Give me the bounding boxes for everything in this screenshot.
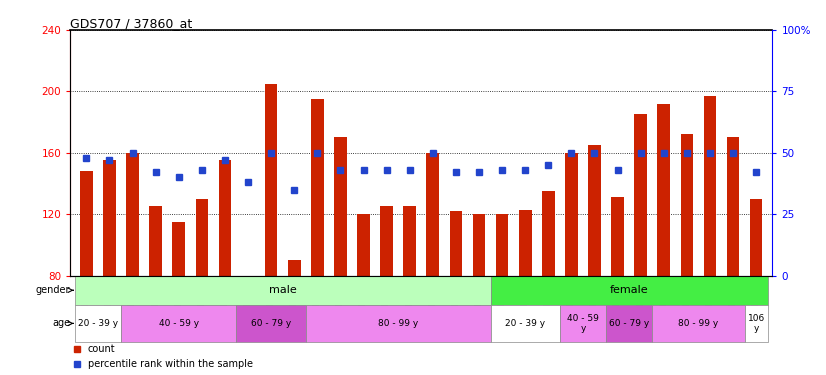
Bar xyxy=(704,96,716,276)
Bar xyxy=(542,191,554,276)
Bar xyxy=(121,305,236,342)
Text: age: age xyxy=(52,318,70,328)
Bar xyxy=(727,137,739,276)
Bar xyxy=(657,104,670,276)
Text: female: female xyxy=(610,285,648,295)
Bar xyxy=(519,210,532,276)
Bar xyxy=(449,211,463,276)
Text: male: male xyxy=(268,285,297,295)
Bar xyxy=(219,160,231,276)
Bar xyxy=(472,214,486,276)
Bar xyxy=(236,305,306,342)
Bar xyxy=(150,207,162,276)
Bar xyxy=(634,114,647,276)
Bar xyxy=(265,84,278,276)
Bar xyxy=(491,276,767,305)
Bar xyxy=(288,260,301,276)
Bar xyxy=(75,276,491,305)
Bar xyxy=(75,305,121,342)
Bar xyxy=(750,199,762,276)
Bar xyxy=(588,145,601,276)
Bar xyxy=(380,207,393,276)
Text: 80 - 99 y: 80 - 99 y xyxy=(378,319,418,328)
Bar xyxy=(196,199,208,276)
Bar xyxy=(653,305,744,342)
Text: 106
y: 106 y xyxy=(748,314,765,333)
Bar xyxy=(744,305,767,342)
Text: gender: gender xyxy=(36,285,70,295)
Bar xyxy=(311,99,324,276)
Bar xyxy=(611,197,624,276)
Bar xyxy=(357,214,370,276)
Bar xyxy=(334,137,347,276)
Text: 20 - 39 y: 20 - 39 y xyxy=(78,319,118,328)
Bar xyxy=(426,153,439,276)
Bar xyxy=(403,207,416,276)
Bar xyxy=(681,134,693,276)
Bar xyxy=(606,305,653,342)
Text: 80 - 99 y: 80 - 99 y xyxy=(678,319,719,328)
Text: count: count xyxy=(88,344,116,354)
Bar xyxy=(173,222,185,276)
Bar xyxy=(496,214,509,276)
Bar xyxy=(126,153,139,276)
Bar xyxy=(560,305,606,342)
Bar xyxy=(491,305,560,342)
Text: percentile rank within the sample: percentile rank within the sample xyxy=(88,359,253,369)
Bar xyxy=(565,153,577,276)
Text: 60 - 79 y: 60 - 79 y xyxy=(251,319,292,328)
Bar xyxy=(80,171,93,276)
Text: 60 - 79 y: 60 - 79 y xyxy=(609,319,649,328)
Text: 40 - 59
y: 40 - 59 y xyxy=(567,314,599,333)
Bar xyxy=(306,305,491,342)
Bar xyxy=(103,160,116,276)
Text: 20 - 39 y: 20 - 39 y xyxy=(506,319,545,328)
Text: 40 - 59 y: 40 - 59 y xyxy=(159,319,199,328)
Text: GDS707 / 37860_at: GDS707 / 37860_at xyxy=(70,17,192,30)
